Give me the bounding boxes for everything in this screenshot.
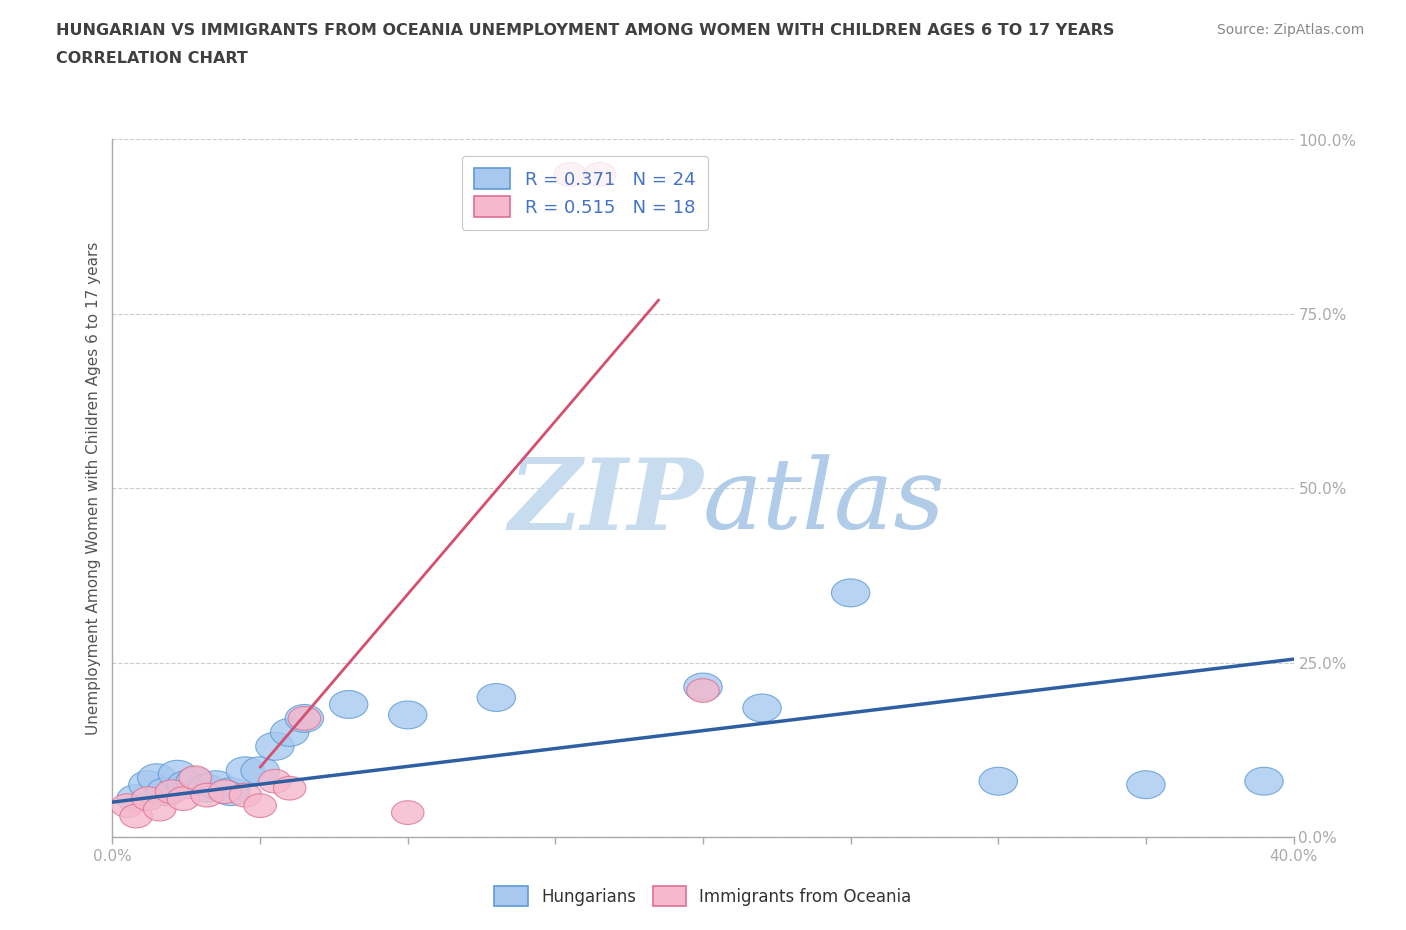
Ellipse shape xyxy=(477,684,516,711)
Ellipse shape xyxy=(229,783,262,807)
Ellipse shape xyxy=(554,163,586,186)
Ellipse shape xyxy=(979,767,1018,795)
Ellipse shape xyxy=(1244,767,1284,795)
Ellipse shape xyxy=(179,766,211,790)
Ellipse shape xyxy=(1126,771,1166,799)
Y-axis label: Unemployment Among Women with Children Ages 6 to 17 years: Unemployment Among Women with Children A… xyxy=(86,242,101,735)
Ellipse shape xyxy=(117,785,155,813)
Ellipse shape xyxy=(226,757,264,785)
Ellipse shape xyxy=(143,797,176,821)
Text: ZIP: ZIP xyxy=(508,454,703,551)
Ellipse shape xyxy=(270,718,309,746)
Ellipse shape xyxy=(129,771,167,799)
Ellipse shape xyxy=(329,690,368,718)
Ellipse shape xyxy=(208,779,240,804)
Ellipse shape xyxy=(159,761,197,788)
Ellipse shape xyxy=(176,767,214,795)
Legend: Hungarians, Immigrants from Oceania: Hungarians, Immigrants from Oceania xyxy=(488,880,918,912)
Ellipse shape xyxy=(259,769,291,793)
Ellipse shape xyxy=(288,707,321,730)
Ellipse shape xyxy=(256,733,294,761)
Ellipse shape xyxy=(273,777,307,800)
Ellipse shape xyxy=(686,679,720,702)
Ellipse shape xyxy=(243,793,277,817)
Ellipse shape xyxy=(240,757,280,785)
Ellipse shape xyxy=(167,787,200,811)
Ellipse shape xyxy=(132,787,165,811)
Ellipse shape xyxy=(188,774,226,802)
Ellipse shape xyxy=(583,163,616,186)
Ellipse shape xyxy=(391,801,425,824)
Text: Source: ZipAtlas.com: Source: ZipAtlas.com xyxy=(1216,23,1364,37)
Text: HUNGARIAN VS IMMIGRANTS FROM OCEANIA UNEMPLOYMENT AMONG WOMEN WITH CHILDREN AGES: HUNGARIAN VS IMMIGRANTS FROM OCEANIA UNE… xyxy=(56,23,1115,38)
Ellipse shape xyxy=(742,694,782,722)
Ellipse shape xyxy=(155,779,188,804)
Ellipse shape xyxy=(388,701,427,729)
Ellipse shape xyxy=(191,783,224,807)
Legend: R = 0.371   N = 24, R = 0.515   N = 18: R = 0.371 N = 24, R = 0.515 N = 18 xyxy=(461,155,709,230)
Ellipse shape xyxy=(138,764,176,791)
Ellipse shape xyxy=(285,705,323,733)
Ellipse shape xyxy=(120,804,152,828)
Text: CORRELATION CHART: CORRELATION CHART xyxy=(56,51,247,66)
Ellipse shape xyxy=(831,578,870,607)
Ellipse shape xyxy=(211,777,250,805)
Ellipse shape xyxy=(197,771,235,799)
Ellipse shape xyxy=(167,771,205,799)
Ellipse shape xyxy=(111,793,143,817)
Ellipse shape xyxy=(146,777,184,805)
Ellipse shape xyxy=(683,673,723,701)
Text: atlas: atlas xyxy=(703,455,946,550)
